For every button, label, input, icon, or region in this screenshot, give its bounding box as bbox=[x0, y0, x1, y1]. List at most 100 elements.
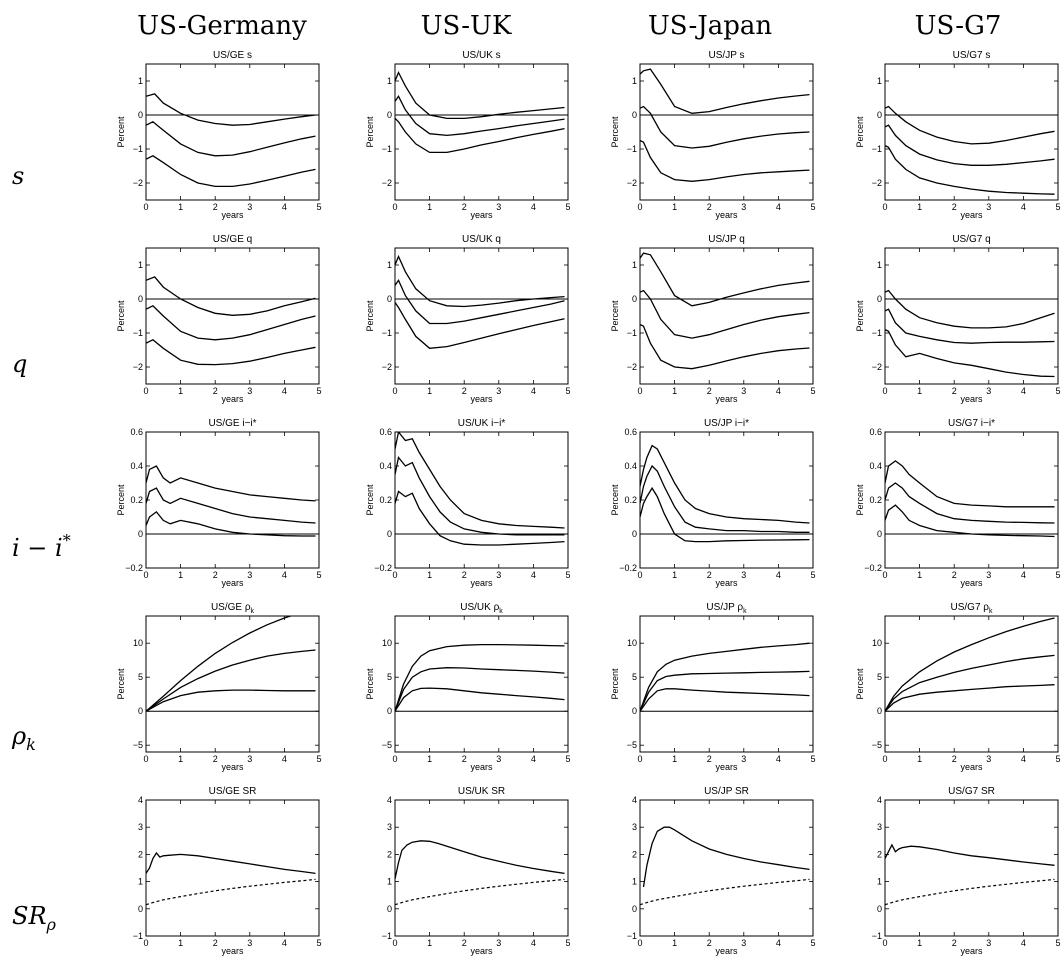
x-tick-label: 3 bbox=[496, 386, 501, 396]
x-tick-label: 2 bbox=[213, 570, 218, 580]
x-tick-label: 2 bbox=[462, 938, 467, 948]
y-tick-label: 1 bbox=[877, 76, 882, 86]
y-axis-label: Percent bbox=[610, 668, 620, 700]
column-header-us-uk: US-UK bbox=[421, 11, 512, 41]
series-line-2 bbox=[640, 670, 810, 712]
y-tick-label: −2 bbox=[627, 178, 637, 188]
x-tick-label: 4 bbox=[776, 938, 781, 948]
series-line-2 bbox=[640, 464, 810, 533]
x-tick-label: 5 bbox=[1055, 938, 1060, 948]
y-tick-label: 10 bbox=[872, 638, 882, 648]
x-tick-label: 1 bbox=[917, 570, 922, 580]
panel-r3-c3: US/JP i−i*−0.200.20.40.60 1 2 3 4 5yearsPerce… bbox=[610, 418, 816, 588]
panel-title: US/GE i−i* bbox=[208, 418, 256, 429]
y-axis-label: Percent bbox=[116, 300, 126, 332]
panel-title: US/G7 q bbox=[952, 234, 990, 245]
axes-frame bbox=[394, 799, 569, 937]
y-tick-label: −1 bbox=[382, 931, 392, 941]
x-tick-label: 4 bbox=[776, 754, 781, 764]
y-tick-label: 0.4 bbox=[624, 461, 637, 471]
panel-title: US/UK ρk bbox=[460, 602, 503, 615]
x-tick-label: 3 bbox=[986, 202, 991, 212]
y-tick-label: 1 bbox=[138, 877, 143, 887]
x-tick-label: 4 bbox=[776, 570, 781, 580]
x-tick-label: 2 bbox=[952, 386, 957, 396]
y-axis-label: Percent bbox=[365, 300, 375, 332]
x-tick-label: 4 bbox=[282, 570, 287, 580]
y-tick-label: 2 bbox=[632, 849, 637, 859]
axes-frame bbox=[394, 247, 569, 385]
panel-title: US/JP SR bbox=[704, 786, 749, 797]
y-tick-label: 0.6 bbox=[379, 427, 392, 437]
y-tick-label: 0 bbox=[138, 110, 143, 120]
x-tick-label: 5 bbox=[1055, 570, 1060, 580]
series-line-1 bbox=[885, 289, 1055, 329]
x-axis-label: years bbox=[221, 946, 244, 956]
y-tick-label: −5 bbox=[133, 740, 143, 750]
panel-r1-c4: US/G7 s −2 −1 0 1 0 1 2 3 4 5 years Percent bbox=[855, 50, 1061, 220]
x-tick-label: 5 bbox=[565, 386, 570, 396]
x-tick-label: 5 bbox=[316, 754, 321, 764]
x-tick-label: 3 bbox=[741, 570, 746, 580]
y-tick-label: 4 bbox=[632, 795, 637, 805]
series-line-2 bbox=[640, 105, 810, 149]
x-tick-label: 1 bbox=[427, 938, 432, 948]
series-line-3 bbox=[395, 490, 565, 546]
series-line-3 bbox=[885, 329, 1055, 378]
y-tick-label: −2 bbox=[382, 362, 392, 372]
x-tick-label: 0 bbox=[392, 202, 397, 212]
y-tick-label: −1 bbox=[382, 144, 392, 154]
y-tick-label: 0 bbox=[138, 529, 143, 539]
series-line-1 bbox=[395, 840, 565, 880]
y-tick-label: 4 bbox=[877, 795, 882, 805]
x-tick-label: 0 bbox=[392, 754, 397, 764]
series-line-2 bbox=[640, 878, 810, 906]
series-line-3 bbox=[395, 302, 565, 349]
y-tick-label: 1 bbox=[138, 76, 143, 86]
x-tick-label: 2 bbox=[952, 754, 957, 764]
y-tick-label: 0.6 bbox=[130, 427, 143, 437]
x-tick-label: 4 bbox=[1021, 754, 1026, 764]
panel-r2-c2: US/UK q −2 −1 0 1 0 1 2 3 4 5 years Percent bbox=[365, 234, 571, 404]
x-tick-label: 3 bbox=[741, 202, 746, 212]
x-tick-label: 0 bbox=[637, 202, 642, 212]
series-line-2 bbox=[885, 482, 1055, 524]
x-tick-label: 4 bbox=[282, 938, 287, 948]
y-tick-label: −2 bbox=[872, 178, 882, 188]
y-tick-label: 0.2 bbox=[869, 495, 882, 505]
x-tick-label: 5 bbox=[1055, 202, 1060, 212]
series-line-2 bbox=[395, 456, 565, 536]
panel-title: US/UK i−i* bbox=[458, 418, 506, 429]
series-line-2 bbox=[146, 878, 316, 906]
x-tick-label: 3 bbox=[496, 202, 501, 212]
x-tick-label: 4 bbox=[1021, 386, 1026, 396]
y-axis-label: Percent bbox=[365, 116, 375, 148]
series-line-3 bbox=[640, 688, 810, 712]
x-tick-label: 3 bbox=[986, 938, 991, 948]
y-tick-label: −0.2 bbox=[864, 563, 882, 573]
x-tick-label: 2 bbox=[707, 202, 712, 212]
x-tick-label: 0 bbox=[392, 386, 397, 396]
x-tick-label: 5 bbox=[810, 754, 815, 764]
y-tick-label: 2 bbox=[387, 849, 392, 859]
x-tick-label: 5 bbox=[316, 386, 321, 396]
y-tick-label: 5 bbox=[138, 672, 143, 682]
x-tick-label: 2 bbox=[707, 570, 712, 580]
x-tick-label: 1 bbox=[672, 754, 677, 764]
series-line-1 bbox=[395, 70, 565, 120]
panel-title: US/UK q bbox=[462, 234, 501, 245]
axes-frame bbox=[884, 615, 1059, 753]
panel-r2-c4: US/G7 q −2 −1 0 1 0 1 2 3 4 5 years Percent bbox=[855, 234, 1061, 404]
x-axis-label: years bbox=[221, 394, 244, 404]
series-line-2 bbox=[885, 878, 1055, 906]
panel-r3-c1: US/GE i−i*−0.200.20.40.60 1 2 3 4 5yearsPerce… bbox=[116, 418, 322, 588]
panel-r1-c1: US/GE s −2 −1 0 1 0 1 2 3 4 5 years Percent bbox=[116, 50, 322, 220]
y-tick-label: 0 bbox=[632, 110, 637, 120]
y-tick-label: −2 bbox=[133, 362, 143, 372]
series-line-2 bbox=[885, 124, 1055, 166]
x-tick-label: 3 bbox=[741, 386, 746, 396]
y-tick-label: −1 bbox=[872, 931, 882, 941]
series-line-1 bbox=[885, 843, 1055, 866]
y-tick-label: 0.6 bbox=[624, 427, 637, 437]
